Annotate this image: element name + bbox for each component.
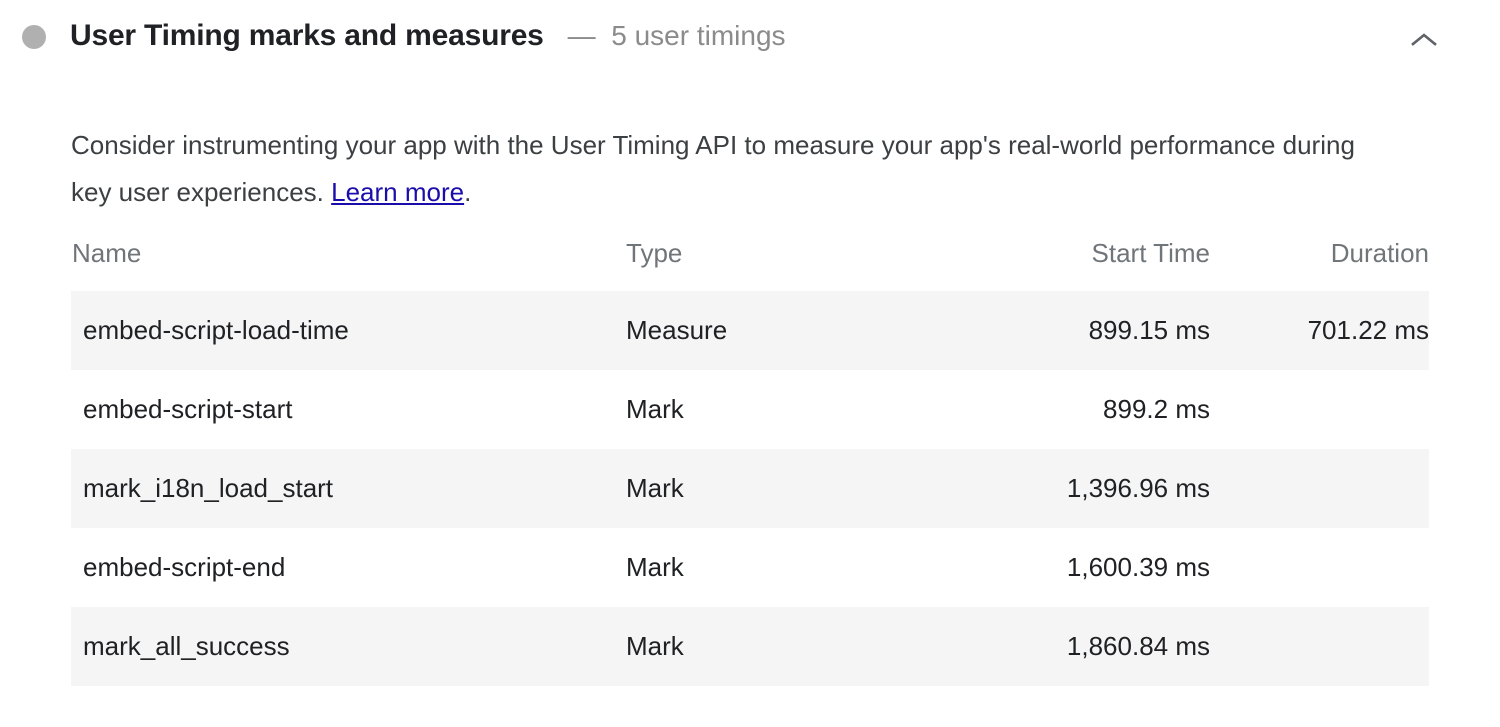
table-row: mark_i18n_load_start Mark 1,396.96 ms xyxy=(71,449,1429,528)
cell-duration: 701.22 ms xyxy=(1210,291,1429,370)
audit-title-wrap: User Timing marks and measures — 5 user … xyxy=(70,16,786,56)
cell-start-time: 1,860.84 ms xyxy=(995,607,1210,686)
column-header-start-time: Start Time xyxy=(1091,238,1210,268)
column-header-duration: Duration xyxy=(1330,238,1429,268)
column-header-type: Type xyxy=(626,238,683,268)
table-row: mark_all_success Mark 1,860.84 ms xyxy=(71,607,1429,686)
cell-name: embed-script-end xyxy=(71,528,626,607)
cell-type: Mark xyxy=(626,607,995,686)
cell-duration xyxy=(1210,370,1429,449)
cell-duration xyxy=(1210,449,1429,528)
learn-more-link[interactable]: Learn more xyxy=(331,177,465,207)
audit-description: Consider instrumenting your app with the… xyxy=(71,122,1371,216)
table-row: embed-script-load-time Measure 899.15 ms… xyxy=(71,291,1429,370)
cell-name: mark_i18n_load_start xyxy=(71,449,626,528)
chevron-up-icon[interactable] xyxy=(1406,22,1442,58)
table-row: embed-script-end Mark 1,600.39 ms xyxy=(71,528,1429,607)
cell-name: mark_all_success xyxy=(71,607,626,686)
cell-start-time: 1,600.39 ms xyxy=(995,528,1210,607)
table-header-row: Name Type Start Time Duration xyxy=(71,238,1429,291)
column-header-name: Name xyxy=(72,238,142,268)
cell-name: embed-script-start xyxy=(71,370,626,449)
cell-start-time: 899.15 ms xyxy=(995,291,1210,370)
cell-name: embed-script-load-time xyxy=(71,291,626,370)
table-row: embed-script-start Mark 899.2 ms xyxy=(71,370,1429,449)
cell-type: Mark xyxy=(626,370,995,449)
table-header: Name Type Start Time Duration xyxy=(71,238,1429,291)
audit-subtitle-count: 5 user timings xyxy=(611,20,786,51)
page-title: User Timing marks and measures xyxy=(70,19,544,52)
cell-duration xyxy=(1210,528,1429,607)
cell-type: Measure xyxy=(626,291,995,370)
cell-duration xyxy=(1210,607,1429,686)
cell-type: Mark xyxy=(626,528,995,607)
audit-header[interactable]: User Timing marks and measures — 5 user … xyxy=(0,0,1500,56)
cell-type: Mark xyxy=(626,449,995,528)
cell-start-time: 1,396.96 ms xyxy=(995,449,1210,528)
cell-start-time: 899.2 ms xyxy=(995,370,1210,449)
audit-subtitle-separator: — xyxy=(567,20,596,51)
audit-subtitle: — 5 user timings xyxy=(568,16,786,56)
audit-description-text-before: Consider instrumenting your app with the… xyxy=(71,130,1355,207)
table-body: embed-script-load-time Measure 899.15 ms… xyxy=(71,291,1429,686)
user-timings-table: Name Type Start Time Duration embed-scri… xyxy=(71,238,1429,686)
audit-description-text-after: . xyxy=(464,177,472,207)
score-dot-icon xyxy=(22,25,46,49)
